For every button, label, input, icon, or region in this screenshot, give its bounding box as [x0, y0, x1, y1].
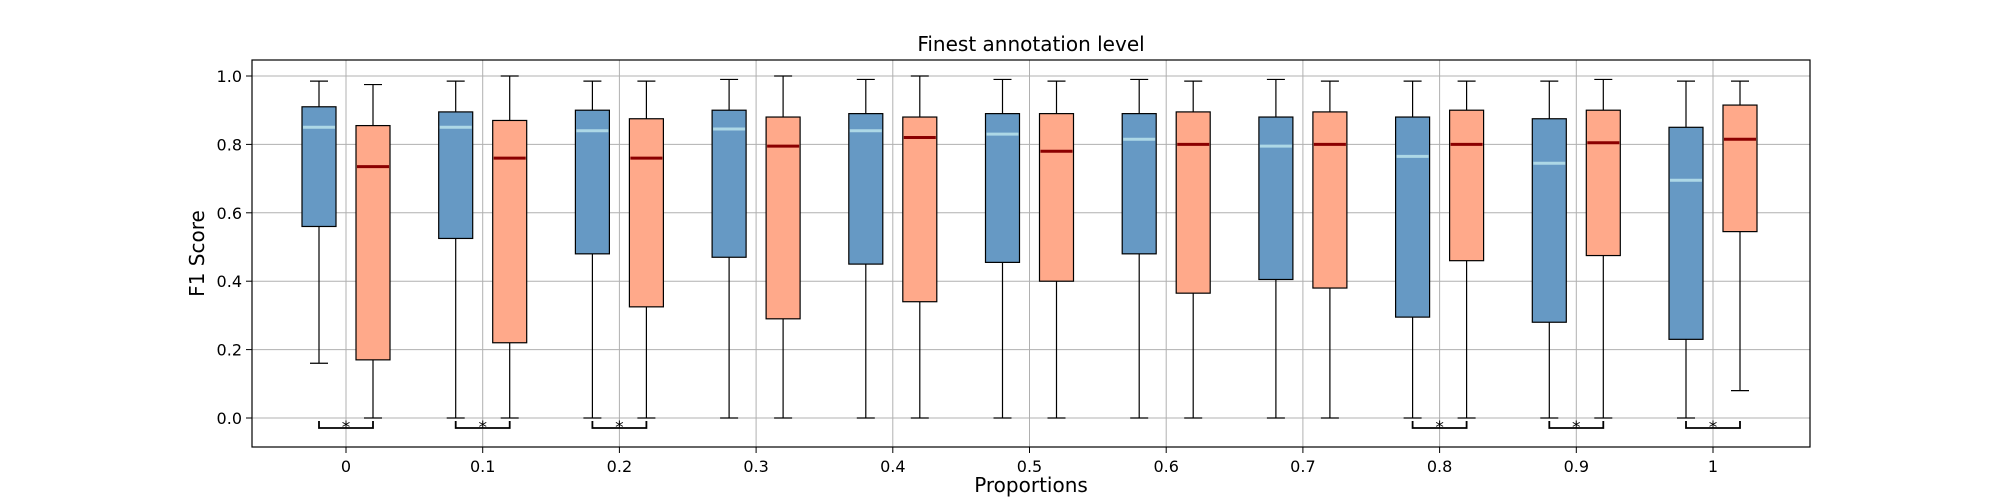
significance-marker: *: [1435, 418, 1444, 438]
bracket-line: [591, 421, 648, 429]
box-series: [301, 75, 1758, 419]
y-tick-label: 0.8: [217, 135, 242, 154]
significance-marker: *: [342, 418, 351, 438]
box-body: [628, 118, 665, 308]
box-group: [1585, 78, 1621, 419]
box-body: [1175, 111, 1211, 294]
y-axis-label: F1 Score: [185, 210, 209, 297]
box-group: [902, 75, 938, 419]
box-group: [1121, 78, 1157, 419]
box-group: [1175, 80, 1211, 419]
box-group: [628, 80, 665, 419]
box-body: [765, 116, 801, 320]
box-group: [355, 83, 391, 419]
box-group: [438, 80, 474, 419]
bracket-line: [318, 421, 374, 429]
x-tick-label: 0.4: [880, 457, 905, 476]
box-body: [574, 109, 611, 255]
box-body: [1038, 113, 1075, 282]
box-group: [711, 78, 747, 419]
box-group: [984, 78, 1021, 419]
significance-marker: *: [478, 418, 487, 438]
box-body: [492, 119, 528, 344]
x-axis-label: Proportions: [974, 473, 1088, 497]
box-body: [902, 116, 938, 303]
box-group: [1394, 80, 1431, 419]
x-tick-label: 0.5: [1017, 457, 1042, 476]
x-tick-label: 0.1: [470, 457, 495, 476]
significance-marker: *: [615, 418, 624, 438]
box-series-2: [355, 75, 1758, 419]
box-series-1: [301, 78, 1704, 419]
bracket-line: [454, 421, 511, 429]
box-group: [301, 80, 337, 364]
significance-bracket: *: [591, 418, 648, 438]
box-body: [1585, 109, 1621, 257]
box-group: [1722, 80, 1758, 392]
box-group: [1038, 80, 1075, 419]
box-body: [1531, 118, 1567, 323]
box-group: [1668, 80, 1704, 419]
x-tick-label: 0.3: [743, 457, 768, 476]
x-tick-label: 1: [1708, 457, 1718, 476]
box-group: [765, 75, 801, 419]
x-tick-label: 0.6: [1153, 457, 1178, 476]
box-group: [1448, 80, 1485, 419]
box-body: [1121, 113, 1157, 255]
x-tick-label: 0.2: [607, 457, 632, 476]
x-tick-label: 0.7: [1290, 457, 1315, 476]
grid-lines: [252, 60, 1810, 447]
y-tick-label: 0.4: [217, 272, 242, 291]
y-tick-label: 0.6: [217, 204, 242, 223]
significance-marker: *: [1572, 418, 1581, 438]
box-group: [1531, 80, 1567, 419]
significance-bracket: *: [318, 418, 374, 438]
box-group: [574, 80, 611, 419]
significance-bracket: *: [1548, 418, 1605, 438]
significance-bracket: *: [1685, 418, 1741, 438]
bracket-line: [1411, 421, 1468, 429]
box-group: [492, 75, 528, 419]
chart-title: Finest annotation level: [917, 32, 1144, 56]
box-body: [984, 113, 1021, 263]
y-tick-label: 0.0: [217, 409, 242, 428]
box-group: [1312, 80, 1348, 419]
box-body: [1258, 116, 1294, 281]
significance-bracket: *: [454, 418, 511, 438]
box-body: [1312, 111, 1348, 289]
plot-area-frame: [251, 59, 1811, 448]
x-tick-label: 0.8: [1427, 457, 1452, 476]
box-body: [438, 111, 474, 240]
box-body: [301, 106, 337, 228]
significance-marker: *: [1709, 418, 1718, 438]
box-body: [848, 113, 884, 265]
x-tick-label: 0: [341, 457, 351, 476]
box-body: [355, 124, 391, 361]
bracket-line: [1548, 421, 1605, 429]
bracket-line: [1685, 421, 1741, 429]
box-body: [1722, 104, 1758, 233]
x-axis-ticks: 0 0.1 0.2 0.3 0.4 0.5 0.6 0.7 0.8 0.9 1: [341, 447, 1718, 476]
significance-bracket: *: [1411, 418, 1468, 438]
box-group: [1258, 78, 1294, 419]
box-body: [711, 109, 747, 258]
box-body: [1668, 126, 1704, 340]
y-tick-label: 1.0: [217, 67, 242, 86]
y-axis-ticks: 0.0 0.2 0.4 0.6 0.8 1.0: [217, 67, 252, 428]
box-group: [848, 78, 884, 419]
box-body: [1448, 109, 1485, 262]
y-tick-label: 0.2: [217, 341, 242, 360]
significance-brackets: * * * * * *: [318, 418, 1741, 438]
box-body: [1394, 116, 1431, 318]
x-tick-label: 0.9: [1564, 457, 1589, 476]
